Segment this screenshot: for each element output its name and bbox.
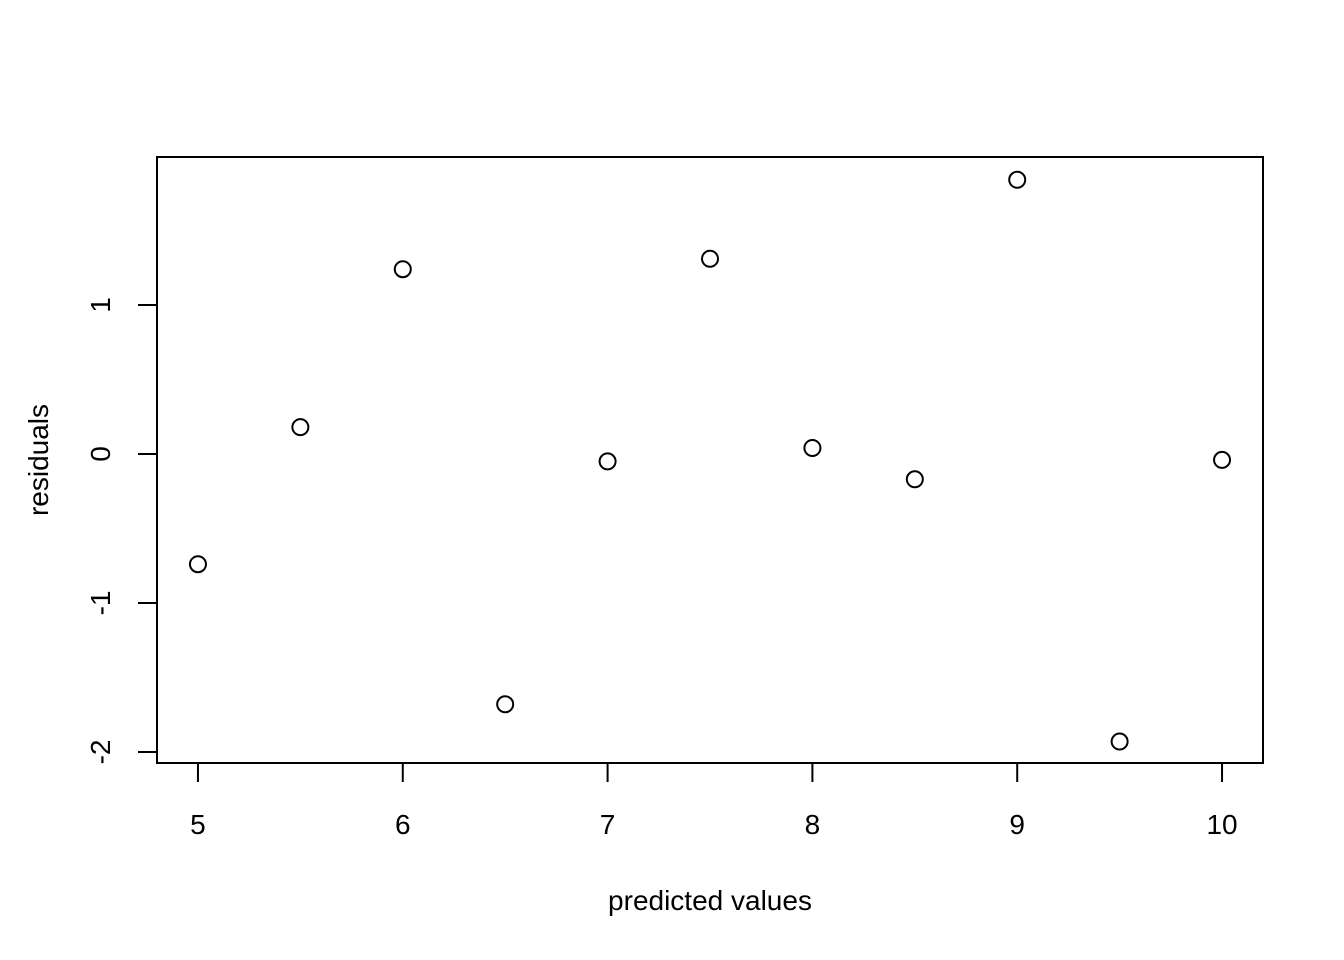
y-tick-label: -2: [85, 740, 116, 765]
x-tick-label: 10: [1206, 809, 1237, 840]
plot-box: [156, 156, 1264, 764]
y-tick-label: 1: [85, 297, 116, 313]
x-axis-title: predicted values: [608, 885, 812, 916]
point: [1008, 170, 1027, 189]
x-tick-label: 9: [1009, 809, 1025, 840]
point: [393, 260, 412, 279]
point: [598, 452, 617, 471]
point: [291, 418, 310, 437]
x-tick-label: 5: [190, 809, 206, 840]
point: [1213, 450, 1232, 469]
x-tick-label: 7: [600, 809, 616, 840]
point: [496, 695, 515, 714]
point: [905, 470, 924, 489]
point: [1110, 732, 1129, 751]
x-tick-label: 6: [395, 809, 411, 840]
point: [188, 555, 207, 574]
point: [701, 249, 719, 268]
y-tick-label: -1: [85, 591, 116, 616]
y-axis-title: residuals: [23, 404, 54, 516]
x-tick-label: 8: [805, 809, 821, 840]
point: [803, 439, 822, 458]
y-tick-label: 0: [85, 446, 116, 462]
